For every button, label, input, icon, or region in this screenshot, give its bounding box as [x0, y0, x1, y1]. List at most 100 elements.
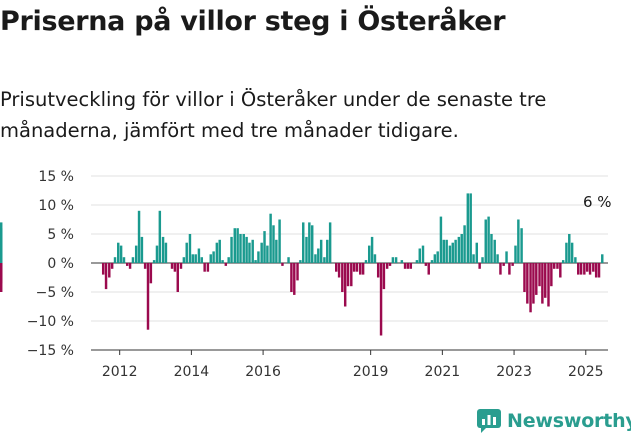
x-tick-label: 2012: [102, 364, 138, 380]
bar: [176, 263, 179, 292]
bar: [227, 257, 230, 263]
bar: [317, 248, 320, 263]
bar: [221, 260, 224, 263]
bar: [400, 260, 404, 263]
bar: [505, 251, 508, 263]
bar: [547, 263, 550, 307]
bar: [460, 234, 463, 263]
bar: [230, 236, 233, 263]
bar: [119, 245, 123, 263]
bar: [583, 263, 586, 275]
bar: [236, 228, 239, 263]
bar: [185, 242, 188, 263]
bar: [508, 263, 511, 275]
bar: [122, 257, 126, 263]
bar: [382, 263, 386, 290]
bar: [143, 263, 147, 269]
bar: [601, 254, 604, 263]
bar: [403, 263, 407, 269]
bar: [436, 251, 439, 263]
bar: [373, 254, 377, 263]
bar: [314, 254, 317, 263]
bar: [215, 242, 219, 263]
bar: [319, 239, 323, 263]
bar: [266, 245, 269, 263]
bar: [188, 234, 192, 263]
y-tick-label: −5 %: [36, 285, 74, 301]
bar: [200, 257, 204, 263]
bar: [472, 254, 475, 263]
bar: [328, 222, 332, 263]
x-axis: 2012 2014 2016 2019 2021 2023 2025: [91, 349, 608, 380]
bar: [433, 254, 437, 263]
bar: [535, 263, 538, 295]
bar: [451, 242, 454, 263]
y-tick-label: −10 %: [27, 314, 74, 330]
bar: [517, 219, 520, 263]
bar: [511, 263, 514, 266]
y-tick-label: 15 %: [38, 169, 74, 185]
bar: [245, 236, 248, 263]
bar: [409, 263, 413, 269]
bar: [496, 254, 499, 263]
bar: [355, 263, 359, 272]
bar: [415, 260, 419, 263]
bar: [499, 263, 502, 275]
bar: [224, 263, 228, 266]
y-axis: 15 % 10 % 5 % 0 % −5 % −10 % −15 %: [27, 169, 74, 359]
x-tick-label: 2023: [496, 364, 532, 380]
bar: [481, 257, 484, 263]
bar: [475, 242, 478, 263]
bar: [0, 263, 3, 281]
bar: [140, 236, 144, 263]
bar: [592, 263, 595, 272]
annotations: 6 %: [583, 193, 612, 211]
bar: [544, 263, 547, 298]
bar: [323, 257, 326, 263]
bar: [478, 263, 481, 269]
bar: [439, 216, 443, 263]
x-tick-label: 2021: [425, 364, 461, 380]
bar: [101, 263, 105, 275]
bar: [463, 225, 466, 263]
chart-title: Priserna på villor steg i Österåker: [0, 6, 506, 37]
bar: [254, 260, 257, 263]
bar: [364, 260, 368, 263]
bar: [490, 234, 493, 263]
y-tick-label: 5 %: [47, 227, 74, 243]
bar: [556, 263, 559, 269]
bar: [376, 263, 380, 278]
bar: [424, 263, 428, 266]
bar: [239, 234, 242, 263]
bar: [146, 263, 150, 330]
bar: [568, 234, 571, 263]
bar: [427, 263, 430, 275]
bar: [263, 231, 266, 263]
bar: [233, 228, 236, 263]
bar: [209, 254, 212, 263]
bar: [290, 263, 293, 292]
bar: [385, 263, 389, 269]
bar: [487, 216, 490, 263]
bar: [367, 245, 371, 263]
y-tick-label: 0 %: [47, 256, 74, 272]
bar: [128, 263, 132, 269]
bar: [149, 263, 153, 284]
bar: [457, 236, 461, 263]
bar: [594, 263, 598, 278]
bar: [526, 263, 529, 304]
bar: [302, 222, 305, 263]
bar: [108, 263, 111, 278]
bar: [529, 263, 532, 313]
bar: [206, 263, 210, 272]
bar: [538, 263, 541, 287]
bar: [585, 263, 589, 272]
bar: [454, 239, 457, 263]
bar: [260, 242, 263, 263]
bar: [269, 213, 272, 263]
bar: [541, 263, 544, 304]
bar: [493, 239, 496, 263]
bar: [173, 263, 177, 272]
bar: [203, 263, 206, 272]
